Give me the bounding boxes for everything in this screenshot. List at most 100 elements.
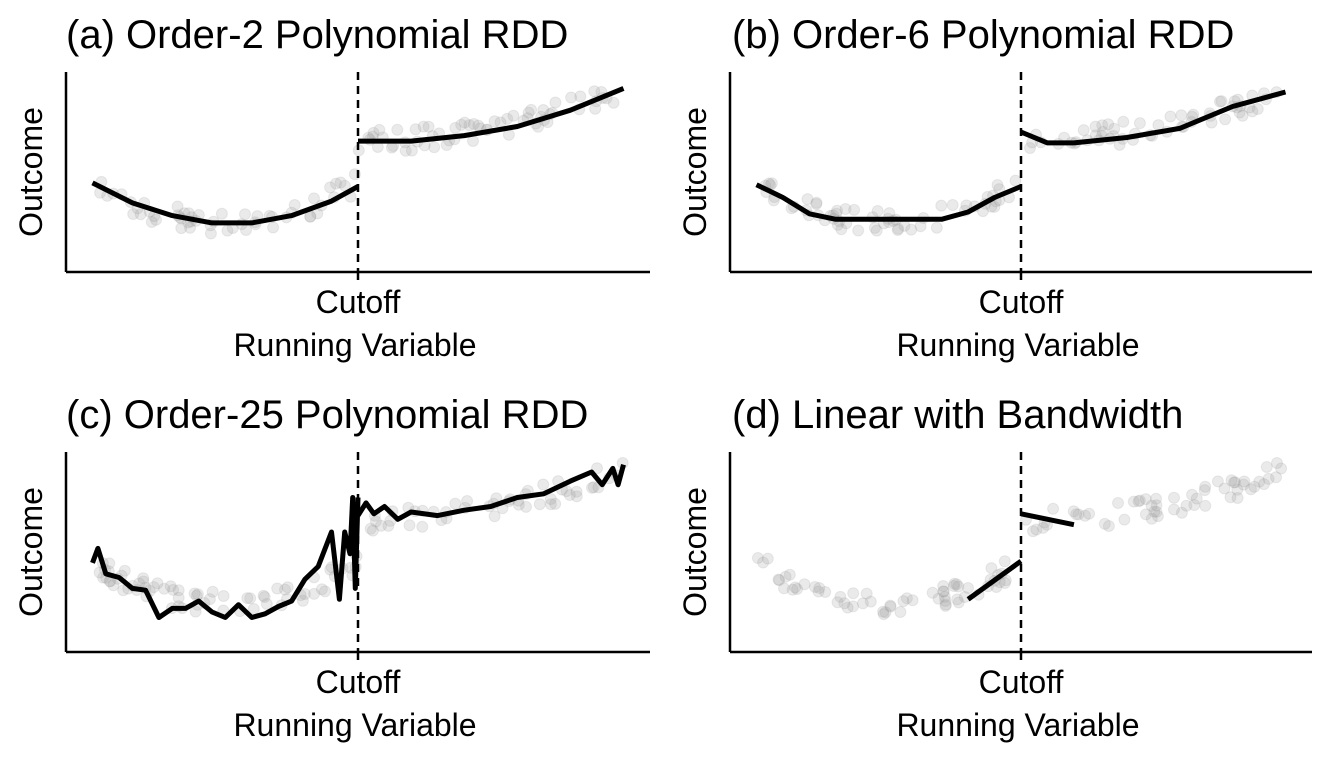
scatter-point: [946, 199, 959, 211]
scatter-point: [537, 478, 550, 491]
scatter-point: [864, 595, 877, 608]
scatter-point: [1102, 118, 1115, 131]
scatter-point: [751, 552, 764, 564]
scatter-point: [1148, 505, 1161, 518]
scatter-point: [773, 574, 786, 587]
scatter-point: [260, 598, 273, 610]
scatter-point: [1150, 505, 1163, 518]
scatter-point: [288, 199, 301, 211]
scatter-point: [217, 590, 230, 602]
scatter-point: [847, 600, 859, 613]
scatter-point: [1199, 480, 1212, 493]
scatter-point: [607, 96, 620, 109]
scatter-point: [1198, 484, 1211, 497]
scatter-point: [215, 207, 228, 220]
scatter-point: [588, 85, 601, 98]
scatter-point: [786, 583, 799, 596]
scatter-point: [1083, 507, 1096, 520]
scatter-point: [930, 221, 943, 234]
scatter-point: [1024, 142, 1036, 154]
scatter-point: [137, 575, 150, 588]
scatter-point: [871, 205, 884, 217]
scatter-point: [507, 109, 520, 122]
scatter-point: [891, 224, 904, 236]
scatter-point: [834, 590, 847, 603]
scatter-point: [118, 564, 131, 577]
panel-title: (b) Order-6 Polynomial RDD: [732, 13, 1234, 57]
scatter-point: [488, 510, 501, 523]
scatter-point: [892, 222, 905, 235]
scatter-point: [839, 203, 852, 215]
scatter-point: [1168, 491, 1180, 504]
panel-4: (d) Linear with Bandwidth Cutoff Running V…: [677, 393, 1312, 743]
scatter-point: [1258, 478, 1270, 491]
scatter-point: [137, 572, 150, 585]
scatter-point: [932, 592, 945, 605]
scatter-point: [952, 580, 965, 593]
scatter-point: [267, 221, 280, 234]
x-axis-label: Running Variable: [233, 707, 476, 743]
scatter-point: [761, 552, 774, 565]
scatter-point: [939, 594, 952, 607]
scatter-point: [385, 141, 398, 154]
scatter-point: [962, 582, 974, 594]
scatter-point: [172, 591, 185, 604]
scatter-point: [1096, 119, 1109, 132]
scatter-point: [298, 588, 311, 600]
scatter-point: [1186, 488, 1198, 501]
scatter-point: [158, 582, 171, 595]
scatter-point: [330, 177, 342, 190]
scatter-point: [151, 577, 164, 590]
scatter-point: [324, 181, 337, 194]
x-tick-label: Cutoff: [316, 284, 401, 320]
scatter-point: [206, 585, 219, 598]
fit-line-right: [1020, 511, 1075, 528]
x-tick-label: Cutoff: [979, 664, 1064, 700]
scatter-point: [897, 595, 910, 608]
scatter-point: [184, 221, 196, 234]
x-axis-label: Running Variable: [233, 327, 476, 363]
fit-line-left: [966, 559, 1023, 602]
scatter-point: [1188, 499, 1201, 511]
scatter-point: [591, 462, 603, 475]
scatter-point: [189, 605, 202, 618]
scatter-point: [791, 583, 804, 595]
scatter-point: [1251, 103, 1264, 115]
scatter-point: [937, 585, 950, 598]
scatter-point: [757, 556, 770, 569]
x-axis-label: Running Variable: [896, 707, 1139, 743]
scatter-point: [204, 227, 217, 240]
scatter-point: [315, 583, 328, 596]
scatter-point: [488, 115, 501, 128]
scatter-point: [1133, 494, 1146, 507]
scatter-point: [416, 520, 429, 533]
scatter-point: [951, 593, 964, 606]
scatter-point: [175, 222, 188, 235]
scatter-point: [905, 223, 918, 236]
scatter-point: [813, 582, 826, 594]
panel-title: (c) Order-25 Polynomial RDD: [66, 393, 588, 437]
scatter-point: [1108, 122, 1121, 135]
scatter-point: [334, 176, 347, 189]
scatter-point: [1030, 523, 1043, 536]
scatter-point: [778, 582, 790, 595]
scatter-point: [172, 584, 185, 597]
scatter-point: [789, 581, 802, 594]
scatter-point: [1168, 503, 1180, 516]
scatter-point: [870, 224, 883, 237]
scatter-point: [1238, 475, 1251, 488]
scatter-point: [565, 91, 578, 104]
scatter-point: [366, 524, 379, 537]
scatter-point: [998, 555, 1011, 568]
scatter-point: [501, 112, 514, 125]
scatter-point: [239, 208, 251, 221]
scatter-point: [1112, 497, 1124, 509]
scatter-point: [1215, 95, 1228, 108]
scatter-point: [403, 519, 416, 532]
scatter-point: [1275, 462, 1288, 475]
panel-title: (a) Order-2 Polynomial RDD: [66, 13, 568, 57]
scatter-point: [1214, 95, 1226, 108]
scatter-point: [985, 562, 998, 575]
scatter-point: [1132, 495, 1145, 508]
